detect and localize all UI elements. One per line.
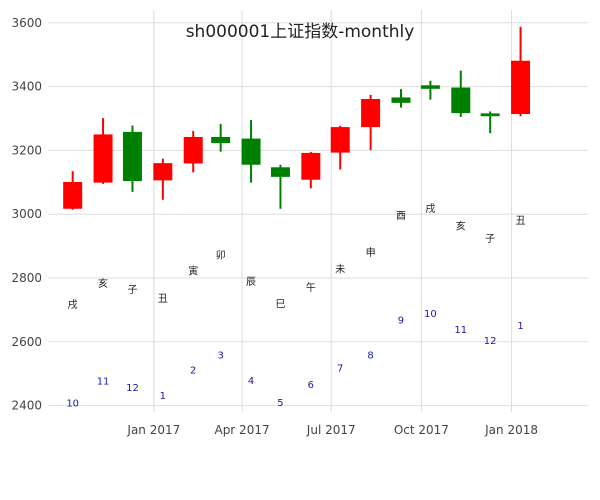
branch-annotation: 丑 bbox=[158, 294, 168, 305]
month-annotation: 11 bbox=[97, 377, 110, 388]
candle bbox=[391, 89, 411, 108]
candle-body bbox=[270, 167, 290, 177]
x-tick-label: Oct 2017 bbox=[394, 423, 449, 437]
candle-body bbox=[391, 97, 411, 103]
branch-annotation: 酉 bbox=[396, 211, 406, 222]
candle-layer bbox=[63, 26, 531, 210]
branch-annotation: 卯 bbox=[216, 250, 226, 262]
x-tick-label: Apr 2017 bbox=[214, 423, 269, 437]
branch-annotation: 戌 bbox=[425, 202, 435, 215]
branch-annotation: 午 bbox=[306, 281, 316, 294]
candle bbox=[270, 164, 290, 209]
candle bbox=[420, 80, 440, 100]
month-annotation: 6 bbox=[308, 380, 314, 391]
candle bbox=[122, 125, 142, 192]
candle-body bbox=[330, 127, 350, 153]
branch-annotation: 戌 bbox=[68, 298, 78, 311]
candle-body bbox=[153, 163, 173, 181]
candle-body bbox=[93, 134, 113, 183]
month-annotation: 4 bbox=[248, 376, 254, 387]
candle-body bbox=[301, 152, 321, 180]
y-tick-label: 3400 bbox=[11, 80, 42, 94]
candle bbox=[330, 125, 350, 170]
candle bbox=[63, 171, 83, 210]
candle bbox=[480, 111, 500, 134]
candle bbox=[93, 118, 113, 184]
month-annotation: 10 bbox=[424, 309, 437, 320]
x-tick-label: Jan 2017 bbox=[126, 423, 180, 437]
y-tick-label: 2800 bbox=[11, 271, 42, 285]
branch-annotation: 亥 bbox=[98, 277, 108, 290]
annotation-layer: 戌 10 亥 11 子 12 丑 1 寅 2 卯 3 辰 4 巳 5 午 6 未 7 申 8 酉 9 戌 10 亥 11 子 12 丑 1 bbox=[66, 202, 525, 410]
candle-body bbox=[183, 136, 203, 164]
month-annotation: 2 bbox=[190, 366, 196, 377]
chart-title: sh000001上证指数-monthly bbox=[186, 22, 415, 42]
candle bbox=[153, 158, 173, 200]
x-tick-label: Jul 2017 bbox=[306, 423, 356, 437]
candle bbox=[511, 26, 531, 117]
candle bbox=[183, 130, 203, 173]
month-annotation: 8 bbox=[367, 351, 373, 362]
candle-body bbox=[241, 138, 261, 165]
y-tick-label: 3000 bbox=[11, 207, 42, 221]
candle-body bbox=[63, 181, 83, 209]
candle-body bbox=[122, 131, 142, 182]
y-tick-label: 3600 bbox=[11, 16, 42, 30]
candle-body bbox=[420, 85, 440, 89]
y-tick-label: 3200 bbox=[11, 143, 42, 157]
candle bbox=[301, 151, 321, 189]
candle bbox=[241, 120, 261, 183]
candle-body bbox=[211, 136, 231, 144]
branch-annotation: 亥 bbox=[456, 219, 466, 232]
branch-annotation: 辰 bbox=[246, 276, 256, 288]
grid-layer bbox=[48, 10, 588, 412]
branch-annotation: 子 bbox=[485, 233, 495, 245]
y-tick-label: 2400 bbox=[11, 399, 42, 413]
branch-annotation: 寅 bbox=[188, 265, 198, 278]
month-annotation: 12 bbox=[484, 336, 497, 347]
candle-body bbox=[361, 99, 381, 128]
candle bbox=[361, 94, 381, 151]
candle bbox=[451, 70, 471, 117]
month-annotation: 7 bbox=[337, 363, 343, 374]
month-annotation: 11 bbox=[454, 325, 467, 336]
month-annotation: 10 bbox=[66, 398, 79, 409]
candle bbox=[211, 123, 231, 152]
candle-body bbox=[480, 113, 500, 117]
month-annotation: 1 bbox=[160, 391, 166, 402]
month-annotation: 5 bbox=[277, 398, 283, 409]
y-tick-label: 2600 bbox=[11, 335, 42, 349]
branch-annotation: 申 bbox=[366, 246, 376, 259]
branch-annotation: 未 bbox=[335, 263, 345, 275]
month-annotation: 12 bbox=[126, 383, 139, 394]
branch-annotation: 丑 bbox=[516, 216, 526, 227]
branch-annotation: 巳 bbox=[275, 299, 285, 311]
month-annotation: 9 bbox=[398, 315, 404, 326]
candle-body bbox=[511, 60, 531, 115]
axis-layer: 2400 2600 2800 3000 3200 3400 3600 Jan 2017 Apr … bbox=[11, 16, 538, 437]
x-tick-label: Jan 2018 bbox=[484, 423, 538, 437]
month-annotation: 3 bbox=[217, 351, 223, 362]
month-annotation: 1 bbox=[517, 321, 523, 332]
branch-annotation: 子 bbox=[127, 284, 137, 296]
candle-body bbox=[451, 87, 471, 114]
